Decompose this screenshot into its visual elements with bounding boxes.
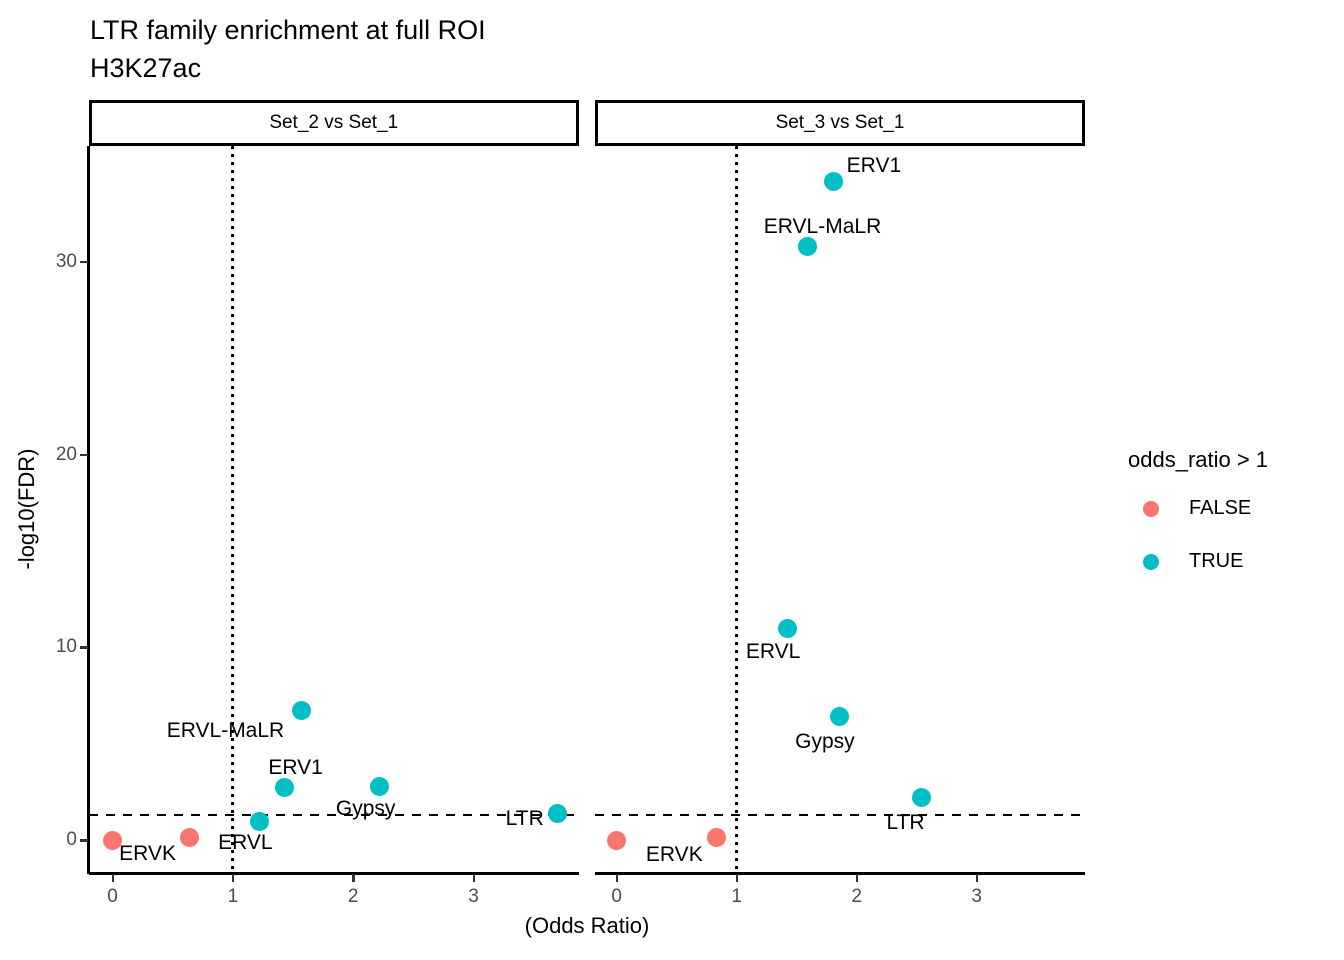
- point-label: ERVL: [218, 831, 273, 855]
- point-label: ERVK: [119, 842, 176, 866]
- x-tick-label: 1: [731, 886, 742, 907]
- x-axis-line: [595, 872, 1085, 875]
- data-point: [275, 778, 295, 798]
- y-tick-label: 30: [55, 250, 77, 272]
- point-label: Gypsy: [795, 729, 855, 753]
- y-axis-tick: [80, 260, 88, 264]
- x-tick-label: 2: [851, 886, 862, 907]
- point-label: ERVK: [645, 843, 703, 867]
- x-axis-tick: [352, 874, 355, 882]
- hline-fdr-threshold: [595, 813, 1085, 816]
- y-tick-label: 0: [66, 829, 77, 850]
- data-point: [777, 618, 797, 638]
- legend-title: odds_ratio > 1: [1128, 447, 1269, 472]
- data-point: [180, 827, 200, 847]
- x-tick-label: 1: [227, 886, 239, 907]
- data-point: [798, 237, 817, 257]
- facet-strip-label: Set_2 vs Set_1: [269, 112, 399, 133]
- data-point: [249, 811, 269, 831]
- point-label: ERVL: [745, 640, 801, 664]
- x-tick-label: 2: [347, 886, 359, 907]
- legend-item-false: FALSE: [1128, 497, 1268, 520]
- point-label: LTR: [886, 810, 925, 834]
- facet-strip: Set_3 vs Set_1: [595, 100, 1085, 146]
- data-point: [830, 707, 850, 727]
- y-axis-title: -log10(FDR): [14, 448, 39, 570]
- y-tick-label: 10: [55, 636, 77, 658]
- plot-title: LTR family enrichment at full ROI: [90, 15, 486, 45]
- x-axis-tick: [231, 874, 235, 882]
- x-axis-tick: [855, 874, 859, 882]
- facet-strip-label: Set_3 vs Set_1: [775, 112, 905, 133]
- data-point: [824, 171, 844, 191]
- data-point: [291, 701, 311, 721]
- data-point: [912, 788, 931, 808]
- plot-subtitle: H3K27ac: [90, 53, 202, 83]
- x-tick-label: 3: [468, 886, 479, 907]
- facet-panel: ERVK ERVL ERVL-MaLR ERV1 Gypsy LTR: [595, 146, 1085, 872]
- x-axis-tick: [615, 874, 619, 882]
- legend-false-label: FALSE: [1189, 497, 1252, 519]
- y-axis-tick: [80, 839, 88, 842]
- y-tick-label: 20: [55, 443, 77, 465]
- data-point: [370, 776, 390, 796]
- x-axis-tick: [735, 874, 739, 882]
- legend-true-dot-icon: [1143, 553, 1159, 570]
- x-tick-label: 0: [611, 886, 622, 907]
- y-axis-tick: [80, 646, 88, 649]
- point-label: Gypsy: [335, 797, 396, 821]
- vline-odds-ratio-1: [231, 146, 235, 872]
- facet-panel: ERVK ERVL ERV1 ERVL-MaLR Gypsy LTR: [89, 146, 579, 872]
- legend-false-dot-icon: [1143, 500, 1159, 517]
- point-label: ERV1: [846, 154, 902, 178]
- y-axis-line: [87, 146, 90, 874]
- x-tick-label: 0: [107, 886, 118, 907]
- data-point: [706, 827, 726, 847]
- facet-strip: Set_2 vs Set_1: [89, 100, 579, 146]
- vline-odds-ratio-1: [735, 146, 739, 872]
- data-point: [103, 830, 123, 850]
- x-axis-tick: [472, 874, 475, 882]
- point-label: LTR: [505, 807, 544, 831]
- x-tick-label: 3: [971, 886, 982, 907]
- x-axis-line: [89, 872, 579, 875]
- data-point: [548, 803, 568, 823]
- y-axis-tick: [80, 453, 88, 457]
- hline-fdr-threshold: [89, 813, 579, 816]
- data-point: [607, 830, 627, 850]
- x-axis-title: (Odds Ratio): [524, 913, 650, 938]
- legend-item-true: TRUE: [1128, 550, 1268, 573]
- point-label: ERVL-MaLR: [166, 718, 285, 742]
- x-axis-tick: [111, 874, 115, 882]
- point-label: ERV1: [268, 755, 323, 779]
- point-label: ERVL-MaLR: [763, 214, 882, 238]
- x-axis-tick: [975, 874, 979, 882]
- legend: odds_ratio > 1 FALSE TRUE: [1128, 447, 1268, 603]
- legend-true-label: TRUE: [1189, 550, 1244, 572]
